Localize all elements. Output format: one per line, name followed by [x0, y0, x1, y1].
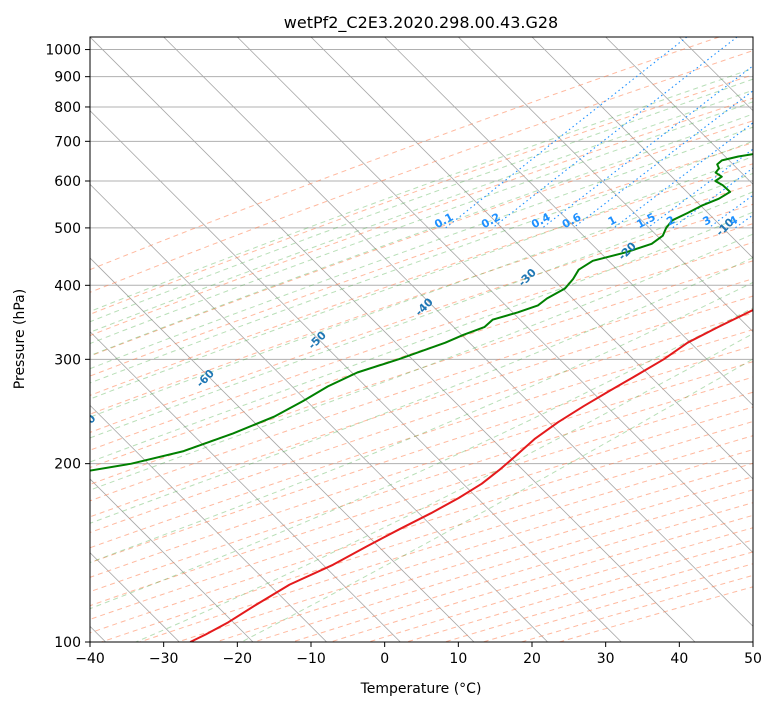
dry-adiabat-line: [90, 391, 753, 607]
isotherm-line: [90, 183, 548, 642]
x-tick-label: 30: [597, 651, 615, 667]
mixing-ratio-lines: [445, 37, 753, 229]
dry-adiabat-line: [90, 376, 753, 593]
pressure-gridlines: [90, 49, 753, 642]
moist-adiabat-line: [90, 140, 753, 384]
x-tick-label: −40: [75, 651, 105, 667]
x-tick-label: 0: [380, 651, 389, 667]
y-tick-label: 800: [54, 100, 81, 116]
dry-adiabat-line: [90, 260, 753, 485]
x-tick-label: 50: [744, 651, 762, 667]
dry-adiabat-line: [90, 241, 753, 469]
dry-adiabat-line: [90, 345, 753, 564]
moist-adiabat-line: [90, 211, 753, 463]
x-tick-label: −30: [149, 651, 179, 667]
isotherm-line: [90, 331, 401, 642]
dry-adiabat-line: [90, 97, 753, 337]
isotherm-line: [90, 257, 475, 642]
y-tick-label: 500: [54, 221, 81, 237]
moist-adiabat-line: [90, 126, 753, 370]
mixing-ratio-line: [572, 90, 753, 229]
dry-adiabat-line: [90, 37, 720, 271]
x-tick-label: −10: [296, 651, 326, 667]
mixing-ratio-line: [647, 148, 753, 229]
moist-adiabat-line: [90, 281, 753, 564]
isotherm-line: [384, 37, 753, 406]
y-tick-label: 100: [54, 635, 81, 651]
x-tick-label: 10: [449, 651, 467, 667]
y-tick-label: 300: [54, 352, 81, 368]
isotherm-line: [90, 404, 327, 642]
y-tick-label: 600: [54, 174, 81, 190]
moist-adiabat-line: [90, 89, 753, 333]
isotherm-line: [90, 478, 254, 642]
isotherm-line: [163, 37, 753, 627]
dry-adiabats: [90, 37, 753, 642]
isotherm-line: [90, 37, 696, 642]
dry-adiabat-line: [90, 142, 753, 377]
moist-adiabat-line: [241, 358, 753, 642]
moist-adiabat-line: [90, 67, 753, 313]
x-tick-label: −20: [223, 651, 253, 667]
mixing-ratio-line: [672, 167, 753, 229]
y-tick-label: 1000: [45, 43, 81, 59]
mixing-ratio-line: [445, 37, 688, 229]
chart-title: wetPf2_C2E3.2020.298.00.43.G28: [284, 13, 558, 33]
mixing-ratio-line: [492, 37, 738, 229]
plot-frame: [89, 36, 754, 643]
dry-adiabat-line: [90, 50, 753, 293]
y-axis-ticks: 100 200 300 400 500 600 700 800 900 1000: [45, 43, 90, 651]
moist-adiabat-line: [90, 156, 753, 400]
x-axis-ticks: −40 −30 −20 −10 0 10 20 30 40 50: [75, 642, 762, 667]
temperature-line: [189, 308, 753, 642]
moist-adiabat-line: [90, 233, 753, 491]
isotherm-line: [605, 37, 753, 185]
moist-adiabat-line: [90, 307, 753, 610]
dry-adiabat-line: [90, 74, 753, 315]
y-tick-label: 400: [54, 278, 81, 294]
dry-adiabat-line: [90, 295, 753, 518]
y-tick-label: 200: [54, 457, 81, 473]
dry-adiabat-line: [90, 203, 753, 433]
profile-series: [90, 153, 753, 642]
isotherm-label: -70: [75, 412, 98, 435]
moist-adiabat-line: [90, 101, 753, 345]
x-axis-label: Temperature (°C): [360, 681, 482, 697]
moist-adiabat-line: [90, 113, 753, 357]
x-tick-label: 20: [523, 651, 541, 667]
y-tick-label: 700: [54, 134, 81, 150]
dewpoint-line: [90, 153, 753, 472]
isotherm-line: [90, 110, 622, 642]
isotherm-line: [237, 37, 753, 554]
dry-adiabat-line: [90, 329, 753, 549]
y-tick-label: 900: [54, 70, 81, 86]
dry-adiabat-line: [90, 163, 753, 396]
x-tick-label: 40: [670, 651, 688, 667]
y-axis-label: Pressure (hPa): [12, 289, 28, 389]
